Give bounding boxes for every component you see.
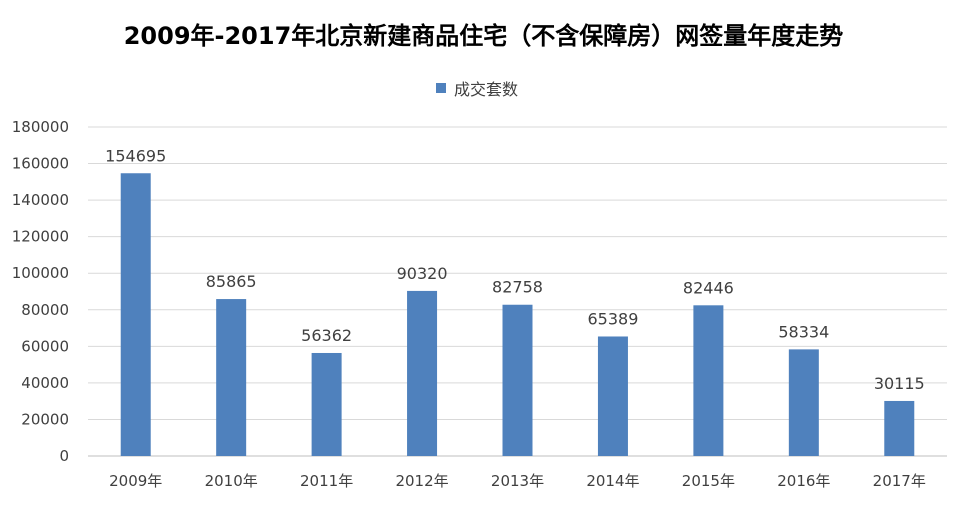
bar [502, 304, 533, 456]
y-tick-label: 160000 [12, 155, 69, 173]
y-tick-label: 80000 [21, 301, 69, 319]
x-tick-label: 2014年 [586, 472, 639, 490]
x-tick-label: 2011年 [300, 472, 353, 490]
data-label: 65389 [587, 309, 638, 328]
bar [120, 173, 151, 456]
y-tick-label: 140000 [12, 191, 69, 209]
y-axis-ticks: 0 20000 40000 60000 80000 100000 120000 140000 1… [12, 118, 69, 465]
y-tick-label: 120000 [12, 228, 69, 246]
data-label: 30115 [874, 374, 925, 393]
x-axis-ticks: 2009年 2010年 2011年 2012年 2013年 2014年 2015年 2016年… [109, 472, 926, 490]
bar [311, 352, 342, 456]
data-label: 90320 [397, 264, 448, 283]
y-tick-label: 180000 [12, 118, 69, 136]
x-tick-label: 2010年 [205, 472, 258, 490]
legend-swatch [436, 83, 446, 93]
bar [788, 349, 819, 456]
data-label: 82758 [492, 278, 543, 297]
x-tick-label: 2013年 [491, 472, 544, 490]
data-label: 85865 [206, 272, 257, 291]
y-tick-label: 40000 [21, 374, 69, 392]
x-tick-label: 2016年 [777, 472, 830, 490]
bar [693, 305, 724, 456]
data-labels: 154695 85865 56362 90320 82758 65389 82446 5833… [105, 146, 925, 393]
data-label: 154695 [105, 146, 166, 165]
bars [120, 173, 915, 456]
data-label: 58334 [778, 322, 829, 341]
y-tick-label: 20000 [21, 410, 69, 428]
legend: 成交套数 [436, 76, 518, 100]
y-tick-label: 100000 [12, 264, 69, 282]
x-tick-label: 2015年 [682, 472, 735, 490]
x-tick-label: 2017年 [873, 472, 926, 490]
y-tick-label: 0 [59, 447, 69, 465]
bar [407, 290, 438, 456]
legend-label: 成交套数 [454, 80, 519, 99]
x-tick-label: 2012年 [395, 472, 448, 490]
data-label: 56362 [301, 326, 352, 345]
chart-title: 2009年-2017年北京新建商品住宅（不含保障房）网签量年度走势 [123, 22, 844, 50]
bar [216, 299, 247, 456]
bar [884, 400, 915, 456]
x-tick-label: 2009年 [109, 472, 162, 490]
data-label: 82446 [683, 278, 734, 297]
y-tick-label: 60000 [21, 337, 69, 355]
bar [597, 336, 628, 456]
